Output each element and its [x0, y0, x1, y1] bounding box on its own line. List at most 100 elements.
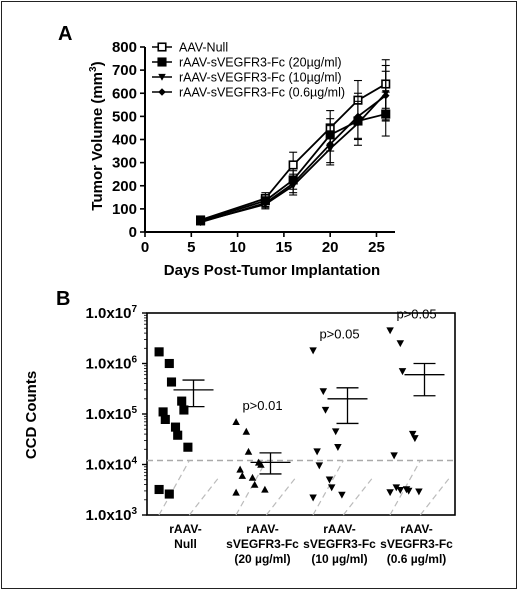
- data-point: [415, 488, 423, 496]
- legend-marker: [157, 57, 167, 67]
- panel-a-axes: 0 100 200 300 400 500 600 700 800 0 5 10 15 20 25: [112, 39, 395, 256]
- category-label: sVEGFR3-Fc: [303, 537, 376, 551]
- series-line: [200, 94, 387, 224]
- data-point: [386, 327, 394, 335]
- category-label: Null: [174, 537, 197, 551]
- data-point: [236, 465, 244, 473]
- data-point: [396, 340, 405, 348]
- data-point: [392, 484, 401, 492]
- y-tick-label: 700: [112, 62, 137, 79]
- data-point: [166, 377, 177, 387]
- panel-a-letter: A: [58, 23, 72, 45]
- category-label: sVEGFR3-Fc: [226, 537, 299, 551]
- y-tick-label: 1.0x103: [86, 506, 138, 524]
- data-point: [170, 422, 181, 432]
- region-hatch: [419, 478, 450, 516]
- data-point: [325, 476, 334, 484]
- data-point: [248, 473, 257, 481]
- region-hatch: [188, 478, 219, 516]
- x-tick-label: 25: [368, 239, 385, 256]
- data-point: [289, 179, 297, 188]
- data-point: [173, 430, 183, 440]
- y-tick-label: 200: [112, 178, 137, 195]
- category-label: rAAV-: [323, 522, 355, 536]
- category-label: sVEGFR3-Fc: [380, 537, 453, 551]
- data-point: [386, 489, 394, 497]
- panel-a-x-axis-title: Days Post-Tumor Implantation: [164, 262, 380, 279]
- x-tick-label: 15: [276, 239, 293, 256]
- panel-b-axes: 1.0x103 1.0x104 1.0x105 1.0x106 1.0x107 rAAV-…: [86, 304, 456, 566]
- legend-marker: [157, 42, 167, 52]
- data-point: [313, 448, 321, 456]
- data-point: [315, 462, 324, 470]
- y-tick-label: 800: [112, 39, 137, 56]
- category-label: rAAV-: [400, 522, 432, 536]
- data-point: [334, 444, 342, 451]
- panel-b-plot: p>0.01 p>0.05 p>0.05: [147, 307, 455, 516]
- data-point: [381, 91, 390, 100]
- data-point: [232, 418, 240, 426]
- data-point: [288, 160, 298, 170]
- x-tick-label: 10: [229, 239, 246, 256]
- group-1: [154, 347, 214, 499]
- series-line: [200, 113, 386, 222]
- panel-b-letter: B: [56, 288, 70, 310]
- y-tick-label: 300: [112, 155, 137, 172]
- data-point: [177, 396, 187, 406]
- data-point: [238, 471, 247, 479]
- data-point: [261, 199, 270, 207]
- legend-label: rAAV-sVEGFR3-Fc (0.6µg/ml): [179, 86, 345, 100]
- data-point: [319, 388, 328, 396]
- p-value-annotation: p>0.01: [242, 398, 282, 413]
- panel-a-y-axis-title: Tumor Volume (mm3): [88, 61, 106, 210]
- data-point: [154, 347, 164, 357]
- x-tick-label: 0: [141, 239, 149, 256]
- plot-frame: [146, 312, 456, 516]
- data-point: [164, 489, 174, 499]
- data-point: [242, 427, 251, 435]
- y-tick-label: 100: [112, 201, 137, 218]
- x-tick-label: 20: [322, 239, 339, 256]
- series-4: [196, 70, 390, 227]
- y-tick-label: 1.0x105: [86, 405, 138, 423]
- p-value-annotation: p>0.05: [319, 327, 359, 342]
- data-point: [164, 358, 174, 369]
- data-point: [196, 218, 205, 227]
- region-hatch: [312, 460, 344, 516]
- data-point: [160, 414, 170, 424]
- region-hatch: [342, 478, 373, 516]
- category-label: (20 µg/ml): [234, 552, 290, 566]
- group-4: p>0.05: [386, 307, 445, 497]
- y-tick-label: 500: [112, 108, 137, 125]
- data-point: [354, 112, 362, 121]
- category-label: rAAV-: [169, 522, 201, 536]
- data-point: [257, 460, 265, 468]
- data-point: [411, 435, 419, 443]
- legend-label: rAAV-sVEGFR3-Fc (20µg/ml): [179, 56, 342, 70]
- y-tick-label: 0: [129, 224, 137, 241]
- y-tick-label: 1.0x107: [86, 304, 138, 322]
- data-point: [331, 428, 340, 436]
- category-label: (0.6 µg/ml): [387, 552, 447, 566]
- category-label: rAAV-: [246, 522, 278, 536]
- panel-a-plot: [196, 59, 391, 227]
- data-point: [404, 487, 413, 495]
- y-tick-label: 1.0x104: [86, 456, 138, 474]
- x-tick-label: 5: [187, 239, 195, 256]
- legend-label: rAAV-sVEGFR3-Fc (10µg/ml): [179, 71, 342, 85]
- group-2: p>0.01: [232, 398, 291, 496]
- data-point: [154, 484, 164, 495]
- y-tick-label: 600: [112, 85, 137, 102]
- data-point: [321, 406, 330, 414]
- data-point: [338, 491, 346, 499]
- legend-marker: [158, 73, 166, 81]
- data-point: [309, 347, 317, 355]
- data-point: [261, 485, 269, 493]
- data-point: [390, 452, 398, 460]
- legend-label: AAV-Null: [179, 41, 228, 55]
- y-tick-label: 1.0x106: [86, 355, 138, 373]
- data-point: [158, 407, 168, 417]
- data-point: [179, 405, 189, 415]
